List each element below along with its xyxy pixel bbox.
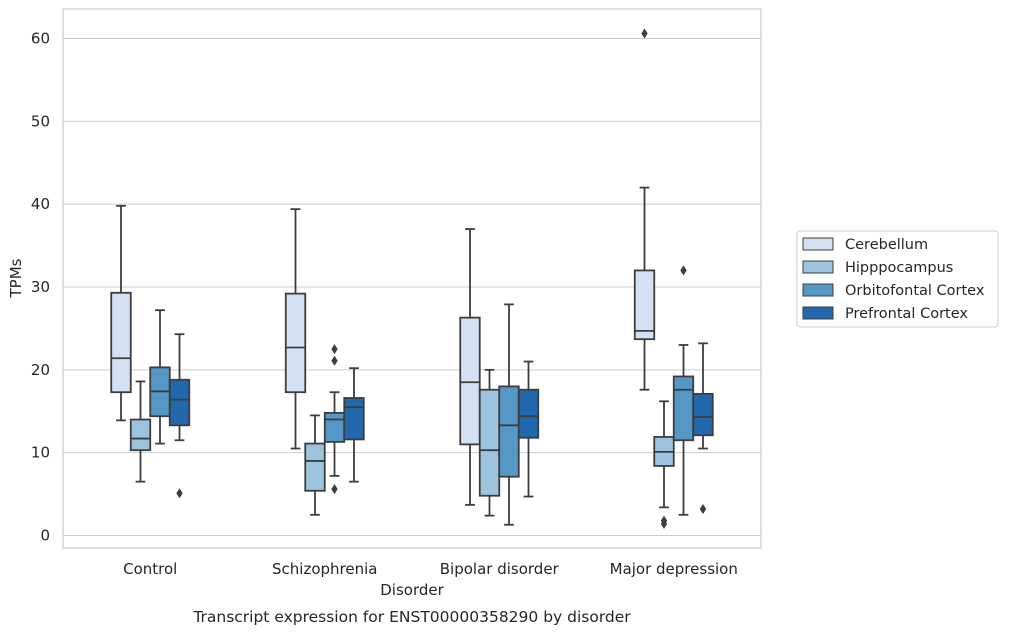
box-group	[129, 380, 152, 483]
x-axis-title: Disorder	[380, 581, 444, 599]
box-iqr	[498, 385, 520, 478]
box-group	[672, 265, 695, 516]
chart-caption: Transcript expression for ENST0000035829…	[192, 608, 631, 626]
box-iqr	[517, 388, 540, 439]
outlier-point	[331, 484, 338, 495]
box-iqr	[323, 412, 346, 443]
box-iqr	[672, 375, 695, 442]
box-group	[653, 400, 675, 529]
box-group	[149, 309, 171, 445]
outlier-point	[331, 344, 338, 355]
legend-frame	[796, 230, 999, 328]
box-iqr	[633, 269, 656, 341]
y-tick-label-50: 50	[31, 112, 50, 130]
box-iqr	[168, 378, 191, 427]
box-group	[168, 333, 191, 499]
legend-item: Hipppocampus	[802, 260, 953, 276]
box-group	[692, 342, 714, 514]
y-tick-label-30: 30	[31, 278, 50, 296]
box-iqr	[343, 397, 365, 441]
box-iqr	[459, 316, 481, 446]
box-iqr	[478, 388, 501, 497]
x-tick-label: Schizophrenia	[272, 560, 377, 578]
legend-items: Cerebellum Hipppocampus Orbitofontal Corte…	[802, 237, 985, 322]
x-tick-label: Bipolar disorder	[440, 560, 560, 578]
box-groups	[110, 28, 714, 529]
y-tick-label-0: 0	[40, 527, 50, 545]
legend-swatch	[802, 306, 834, 320]
box-iqr	[284, 292, 307, 394]
box-group	[110, 204, 132, 422]
outlier-point	[331, 355, 338, 366]
outlier-point	[176, 488, 183, 499]
legend-label: Orbitofontal Cortex	[845, 283, 985, 299]
y-tick-label-60: 60	[31, 30, 50, 48]
box-group	[459, 228, 481, 506]
outlier-point	[699, 503, 707, 514]
box-group	[478, 368, 501, 517]
outlier-point	[660, 515, 668, 526]
box-iqr	[692, 392, 714, 437]
y-tick-label-10: 10	[31, 444, 50, 462]
outlier-point	[680, 265, 687, 276]
box-group	[517, 360, 540, 498]
y-tick-label-20: 20	[31, 361, 50, 379]
legend-label: Prefrontal Cortex	[845, 306, 968, 322]
plot-area	[63, 9, 761, 548]
y-tick-label-40: 40	[31, 195, 50, 213]
box-group	[284, 208, 307, 450]
legend-swatch	[802, 283, 834, 297]
x-tick-label: Major depression	[610, 560, 738, 578]
x-tick-labels: Control Schizophrenia Bipolar disorder Majo…	[123, 560, 738, 578]
box-group	[343, 367, 365, 483]
box-group	[304, 414, 326, 516]
y-tick-labels: 0 10 20 30 40 50 60	[31, 30, 50, 545]
box-group	[633, 28, 656, 391]
legend-item: Prefrontal Cortex	[802, 306, 968, 322]
plot-frame	[62, 8, 762, 549]
legend-swatch	[802, 237, 834, 251]
legend-swatch	[802, 260, 834, 274]
box-iqr	[304, 442, 326, 492]
legend-label: Hipppocampus	[845, 260, 953, 276]
y-axis-title: TPMs	[7, 258, 25, 298]
box-group	[323, 344, 346, 495]
box-iqr	[129, 418, 152, 452]
box-iqr	[110, 291, 132, 394]
legend-item: Orbitofontal Cortex	[802, 283, 985, 299]
outlier-point	[641, 28, 648, 39]
x-tick-label: Control	[123, 560, 177, 578]
legend: Cerebellum Hipppocampus Orbitofontal Corte…	[796, 230, 999, 328]
legend-label: Cerebellum	[845, 237, 928, 253]
legend-item: Cerebellum	[802, 237, 928, 253]
